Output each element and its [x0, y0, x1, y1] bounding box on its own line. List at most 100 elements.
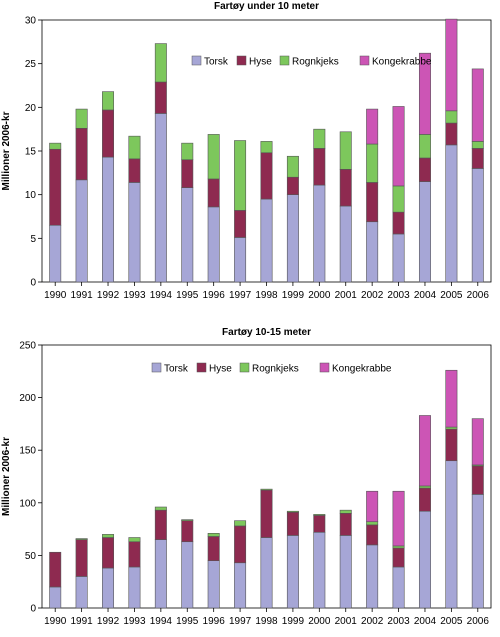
x-tick-label: 1991 [70, 290, 93, 301]
legend-swatch-torsk [151, 362, 162, 373]
chart-title: Fartøy 10-15 meter [222, 327, 311, 338]
bar-rognkjeks-1995 [181, 519, 194, 521]
bar-torsk-1999 [286, 535, 299, 609]
bar-kongekrabbe-2003 [392, 490, 405, 547]
bar-hyse-2003 [392, 211, 405, 235]
bar-hyse-1996 [207, 178, 220, 208]
legend-label-kongekrabbe: Kongekrabbe [372, 57, 432, 68]
bar-hyse-2006 [471, 148, 484, 169]
bar-hyse-1993 [128, 158, 141, 183]
legend-swatch-rognkjeks [239, 362, 250, 373]
legend-label-rognkjeks: Rognkjeks [252, 364, 299, 375]
legend-label-torsk: Torsk [164, 364, 189, 375]
x-tick-label: 2005 [440, 290, 463, 301]
bar-rognkjeks-2000 [313, 514, 326, 516]
bar-hyse-1992 [102, 537, 115, 569]
bar-hyse-2004 [418, 487, 431, 512]
bar-rognkjeks-2003 [392, 185, 405, 213]
bar-torsk-2000 [313, 184, 326, 283]
bar-hyse-1999 [286, 176, 299, 195]
chart-title: Fartøy under 10 meter [214, 1, 319, 12]
bar-torsk-1994 [154, 113, 167, 283]
x-tick-label: 1992 [97, 290, 120, 301]
chart-panel-2: Fartøy 10-15 meter Millioner 2006-kr 0 50 10… [1, 327, 492, 627]
bar-kongekrabbe-2006 [471, 418, 484, 466]
bar-hyse-1995 [181, 520, 194, 543]
bar-torsk-2004 [418, 510, 431, 609]
y-tick-label: 0 [30, 278, 36, 289]
bar-rognkjeks-1992 [102, 534, 115, 538]
bar-hyse-2002 [366, 182, 379, 223]
bar-hyse-1992 [102, 109, 115, 158]
bar-torsk-2001 [339, 205, 352, 283]
bar-rognkjeks-2005 [445, 426, 458, 430]
legend-swatch-hyse [236, 55, 247, 66]
bar-torsk-2005 [445, 144, 458, 283]
bar-hyse-1995 [181, 159, 194, 188]
bar-torsk-2004 [418, 181, 431, 283]
bar-hyse-1993 [128, 541, 141, 568]
bar-torsk-2006 [471, 494, 484, 609]
bar-rognkjeks-1997 [234, 140, 247, 211]
bar-torsk-1990 [49, 586, 62, 609]
x-tick-label: 1997 [229, 290, 252, 301]
bar-torsk-2003 [392, 233, 405, 283]
x-tick-label: 1999 [282, 290, 305, 301]
bar-torsk-1991 [75, 179, 88, 283]
x-tick-label: 2001 [335, 616, 358, 627]
bar-torsk-1993 [128, 182, 141, 283]
legend-swatch-hyse [196, 362, 207, 373]
bar-kongekrabbe-2005 [445, 18, 458, 112]
bar-hyse-1991 [75, 539, 88, 577]
legend-label-hyse: Hyse [209, 364, 232, 375]
bar-rognkjeks-1998 [260, 488, 273, 491]
bar-hyse-1996 [207, 536, 220, 561]
bar-hyse-1999 [286, 511, 299, 536]
bar-torsk-2001 [339, 535, 352, 609]
bar-torsk-1999 [286, 194, 299, 283]
bar-torsk-1995 [181, 187, 194, 283]
bar-hyse-2003 [392, 547, 405, 568]
bar-kongekrabbe-2004 [418, 52, 431, 135]
y-tick-label: 200 [19, 393, 36, 404]
bar-rognkjeks-2006 [471, 141, 484, 149]
chart-panel-1: Fartøy under 10 meter Millioner 2006-kr 0 5… [1, 1, 492, 301]
bar-hyse-1990 [49, 148, 62, 226]
bar-rognkjeks-1999 [286, 510, 299, 513]
bar-torsk-2005 [445, 460, 458, 609]
bar-rognkjeks-1997 [234, 520, 247, 527]
y-tick-label: 0 [30, 604, 36, 615]
bar-torsk-1997 [234, 237, 247, 283]
bar-hyse-2001 [339, 513, 352, 536]
x-tick-label: 1996 [203, 290, 226, 301]
bar-kongekrabbe-2004 [418, 415, 431, 487]
x-tick-label: 1994 [150, 290, 173, 301]
bar-hyse-1994 [154, 81, 167, 114]
bar-torsk-1992 [102, 156, 115, 283]
bar-torsk-1991 [75, 576, 88, 609]
bar-rognkjeks-1994 [154, 43, 167, 83]
bar-kongekrabbe-2006 [471, 68, 484, 142]
legend-label-torsk: Torsk [204, 57, 229, 68]
legend-label-kongekrabbe: Kongekrabbe [332, 364, 392, 375]
bar-rognkjeks-2002 [366, 521, 379, 526]
x-tick-label: 2000 [308, 616, 331, 627]
legend-swatch-rognkjeks [279, 55, 290, 66]
legend-label-rognkjeks: Rognkjeks [292, 57, 339, 68]
bar-torsk-2002 [366, 544, 379, 609]
bar-torsk-1997 [234, 562, 247, 609]
bar-hyse-1991 [75, 127, 88, 181]
bar-rognkjeks-2000 [313, 128, 326, 149]
bar-torsk-2006 [471, 168, 484, 283]
bar-rognkjeks-1992 [102, 91, 115, 111]
bar-hyse-2000 [313, 515, 326, 533]
bar-hyse-1994 [154, 509, 167, 540]
y-axis-label: Millioner 2006-kr [1, 437, 12, 516]
bar-rognkjeks-1994 [154, 506, 167, 511]
legend-label-hyse: Hyse [249, 57, 272, 68]
x-tick-label: 2000 [308, 290, 331, 301]
y-tick-label: 10 [25, 190, 37, 201]
y-tick-label: 250 [19, 341, 36, 352]
bar-torsk-1998 [260, 198, 273, 283]
